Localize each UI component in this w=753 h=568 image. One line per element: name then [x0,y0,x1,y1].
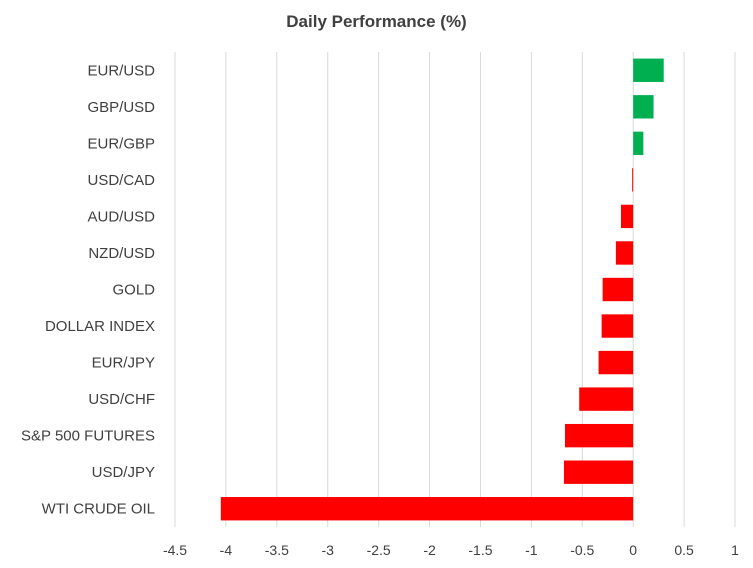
bar [598,350,634,375]
x-tick-label: -3 [322,542,335,558]
bar [632,168,634,192]
x-tick-label: -3.5 [265,542,289,558]
chart-title: Daily Performance (%) [286,12,467,31]
category-label: USD/CAD [87,172,155,189]
bar [601,314,634,338]
category-labels: EUR/USD GBP/USD EUR/GBP USD/CAD AUD/USD NZD/U… [21,62,155,517]
category-label: EUR/USD [87,62,155,79]
bar [602,277,634,302]
x-tick-label: -1 [525,542,538,558]
x-tick-label: 0 [629,542,637,558]
x-tick-label: -1.5 [468,542,492,558]
category-label: GBP/USD [87,99,155,116]
category-label: EUR/GBP [87,135,155,152]
category-label: DOLLAR INDEX [45,318,155,335]
bar [579,387,634,411]
bar [620,204,634,229]
x-tick-label: 0.5 [674,542,694,558]
x-tick-label: -4 [220,542,233,558]
x-tick-label: -0.5 [570,542,594,558]
bar [633,58,664,82]
category-label: S&P 500 FUTURES [21,428,155,445]
x-tick-labels: -4.5 -4 -3.5 -3 -2.5 -2 -1.5 -1 -0.5 0 0.5 1 [163,542,739,558]
bar [615,241,634,265]
category-label: AUD/USD [87,208,155,225]
bar [633,131,644,156]
bars [220,58,664,521]
bar [564,423,634,448]
x-tick-label: -2.5 [367,542,391,558]
bar [633,95,654,119]
x-tick-label: -2 [423,542,436,558]
bar [563,460,634,484]
category-label: WTI CRUDE OIL [42,501,155,518]
category-label: NZD/USD [88,245,155,262]
category-label: EUR/JPY [92,355,155,372]
x-tick-label: -4.5 [163,542,187,558]
gridlines [174,52,736,527]
bar [220,497,634,521]
x-tick-label: 1 [731,542,739,558]
category-label: USD/JPY [92,464,155,481]
category-label: GOLD [112,282,155,299]
category-label: USD/CHF [88,391,155,408]
